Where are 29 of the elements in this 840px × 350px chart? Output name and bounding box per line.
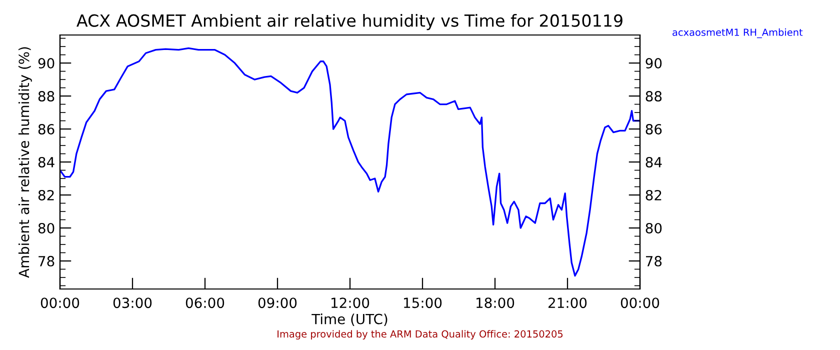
text: Image provided by the ARM Data Quality Office: 20150205 [278,330,563,340]
y2-tick-label: 78 [646,256,662,266]
y-tick-label: 84 [38,156,54,168]
y2-tick-label: 84 [646,156,662,168]
x-tick-label: 15:00 [404,298,442,308]
x-tick-label: 06:00 [186,298,224,308]
x-tick-label: 21:00 [548,298,587,308]
y-tick-label: 82 [38,190,54,200]
x-tick-label: 18:00 [476,298,514,308]
x-axis-title: Time (UTC) [312,314,388,326]
y-tick-label: 78 [38,256,54,266]
x-tick-label: 12:00 [332,298,370,308]
y-tick-label: 88 [38,90,54,102]
x-tick-label: 09:00 [258,298,297,308]
y2-tick-label: 86 [646,124,662,134]
x-tick-label: 00:00 [40,298,80,308]
y-tick-label: 90 [38,58,54,69]
y-axis-title: Ambient air relative humidity (%) [18,47,32,278]
x-tick-label: 03:00 [113,298,152,308]
x-tick-label: 00:00 [620,298,660,308]
y2-tick-label: 88 [646,90,662,102]
y2-tick-label: 82 [646,190,662,200]
y-tick-label: 80 [38,222,54,234]
chart-title: ACX AOSMET Ambient air relative humidity vs Time for 20150119 [76,14,622,30]
line-series [60,47,640,277]
y2-tick-label: 90 [646,58,662,69]
y-tick-label: 86 [38,124,54,134]
text: acxaosmetM1 RH_Ambient [672,28,803,38]
y2-tick-label: 80 [646,222,662,234]
